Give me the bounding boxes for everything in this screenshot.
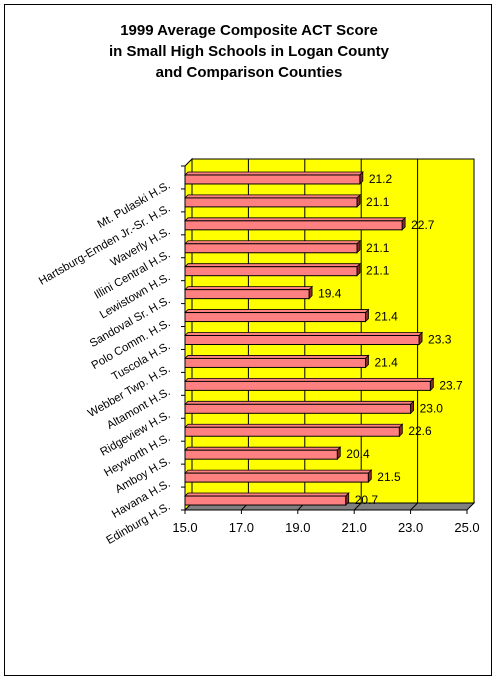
- data-label: 20.4: [346, 447, 370, 461]
- data-label: 21.4: [374, 355, 398, 369]
- data-label: 23.0: [420, 401, 444, 415]
- data-label: 22.6: [408, 424, 432, 438]
- x-tick-label: 15.0: [172, 520, 197, 535]
- data-label: 19.4: [318, 287, 342, 301]
- chart-title-line-1: 1999 Average Composite ACT Score: [120, 22, 378, 39]
- chart-title-line-3: and Comparison Counties: [155, 64, 343, 81]
- bar: [184, 403, 412, 414]
- bar: [184, 472, 369, 483]
- gridline-floor: [410, 502, 418, 511]
- bar: [184, 357, 366, 368]
- bar: [184, 449, 338, 460]
- x-tick-label: 17.0: [229, 520, 254, 535]
- x-tick-label: 21.0: [342, 520, 367, 535]
- bar: [184, 495, 347, 506]
- data-label: 21.4: [374, 310, 398, 324]
- bar: [184, 220, 403, 231]
- data-label: 22.7: [411, 218, 435, 232]
- gridline-floor: [353, 502, 362, 511]
- data-label: 21.1: [366, 264, 390, 278]
- data-label: 21.2: [369, 172, 393, 186]
- bar: [184, 289, 310, 300]
- bar: [184, 426, 400, 437]
- data-label: 20.7: [355, 493, 379, 507]
- bar: [184, 312, 366, 323]
- chart-title: 1999 Average Composite ACT Score in Smal…: [0, 20, 498, 83]
- data-label: 21.5: [377, 470, 401, 484]
- data-label: 21.1: [366, 241, 390, 255]
- bar: [184, 335, 420, 345]
- bar: [184, 243, 358, 254]
- chart-title-line-2: in Small High Schools in Logan County: [108, 43, 389, 60]
- x-tick-label: 25.0: [454, 520, 479, 535]
- bar: [184, 380, 431, 391]
- data-label: 23.3: [428, 333, 452, 347]
- data-label: 23.7: [439, 378, 463, 392]
- bar: [184, 174, 361, 185]
- x-tick-label: 19.0: [285, 520, 310, 535]
- bar: [184, 266, 358, 277]
- x-tick-label: 23.0: [398, 520, 423, 535]
- bar: [184, 197, 358, 208]
- data-label: 21.1: [366, 195, 390, 209]
